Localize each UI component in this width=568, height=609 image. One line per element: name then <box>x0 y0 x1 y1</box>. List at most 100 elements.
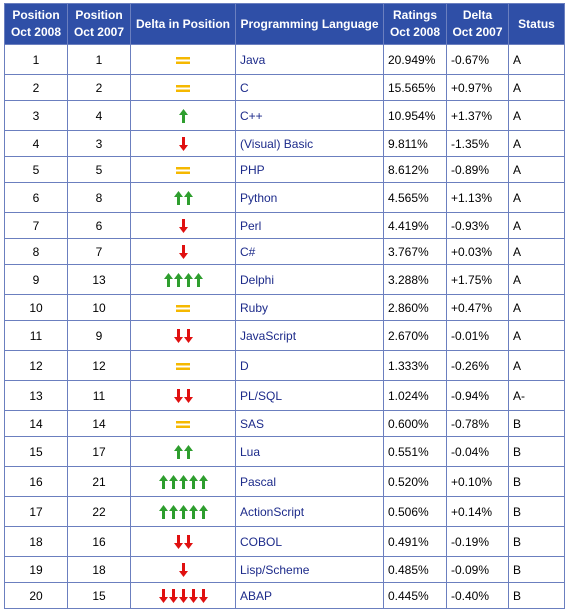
language-cell: Python <box>235 182 384 213</box>
language-link[interactable]: ABAP <box>240 588 273 603</box>
status-cell: B <box>508 526 565 557</box>
position-2007-cell: 14 <box>67 410 131 437</box>
arrow-up-icon <box>178 108 188 123</box>
delta-position-cell <box>130 74 236 101</box>
language-cell: Perl <box>235 212 384 239</box>
language-link[interactable]: Delphi <box>240 272 275 287</box>
delta-rating-cell: +0.14% <box>446 496 509 527</box>
language-link[interactable]: JavaScript <box>240 328 297 343</box>
language-cell: Ruby <box>235 294 384 321</box>
arrow-up-icon <box>158 504 168 519</box>
delta-rating-cell: -0.40% <box>446 582 509 609</box>
position-2008-cell: 20 <box>4 582 68 609</box>
arrow-up-icon <box>178 474 188 489</box>
language-link[interactable]: PL/SQL <box>240 388 283 403</box>
arrow-down-icon <box>183 534 193 549</box>
language-link[interactable]: ActionScript <box>240 504 305 519</box>
language-cell: PHP <box>235 156 384 183</box>
arrow-down-icon <box>178 136 188 151</box>
rating-cell: 3.767% <box>383 238 447 265</box>
delta-indicator <box>173 534 193 549</box>
position-2008-cell: 2 <box>4 74 68 101</box>
arrow-down-icon <box>183 328 193 343</box>
language-cell: D <box>235 350 384 381</box>
table-row: 11 9 JavaScript 2.670% -0.01% A <box>4 320 565 351</box>
delta-indicator <box>176 362 190 371</box>
status-cell: A <box>508 74 565 101</box>
delta-indicator <box>178 218 188 233</box>
position-2007-cell: 9 <box>67 320 131 351</box>
delta-position-cell <box>130 410 236 437</box>
position-2008-cell: 15 <box>4 436 68 467</box>
status-cell: B <box>508 436 565 467</box>
language-link[interactable]: C <box>240 80 249 95</box>
delta-rating-cell: -0.89% <box>446 156 509 183</box>
status-cell: A <box>508 350 565 381</box>
position-2007-cell: 15 <box>67 582 131 609</box>
language-link[interactable]: Lua <box>240 444 261 459</box>
rating-cell: 1.024% <box>383 380 447 411</box>
language-link[interactable]: Ruby <box>240 300 269 315</box>
language-cell: Java <box>235 44 384 75</box>
delta-rating-cell: +0.03% <box>446 238 509 265</box>
status-cell: B <box>508 582 565 609</box>
delta-position-cell <box>130 320 236 351</box>
language-link[interactable]: C# <box>240 244 256 259</box>
header-language: Programming Language <box>235 3 384 45</box>
language-link[interactable]: Pascal <box>240 474 277 489</box>
delta-position-cell <box>130 212 236 239</box>
header-row: Position Oct 2008 Position Oct 2007 Delta … <box>4 3 565 45</box>
delta-position-cell <box>130 436 236 467</box>
language-link[interactable]: D <box>240 358 249 373</box>
position-2007-cell: 4 <box>67 100 131 131</box>
table-row: 6 8 Python 4.565% +1.13% A <box>4 182 565 213</box>
position-2007-cell: 6 <box>67 212 131 239</box>
position-2008-cell: 6 <box>4 182 68 213</box>
position-2007-cell: 13 <box>67 264 131 295</box>
table-row: 3 4 C++ 10.954% +1.37% A <box>4 100 565 131</box>
position-2008-cell: 4 <box>4 130 68 157</box>
language-link[interactable]: C++ <box>240 108 263 123</box>
position-2008-cell: 19 <box>4 556 68 583</box>
rating-cell: 20.949% <box>383 44 447 75</box>
language-link[interactable]: Python <box>240 190 278 205</box>
delta-rating-cell: +1.75% <box>446 264 509 295</box>
language-link[interactable]: Java <box>240 52 266 67</box>
language-cell: (Visual) Basic <box>235 130 384 157</box>
rating-cell: 3.288% <box>383 264 447 295</box>
language-link[interactable]: (Visual) Basic <box>240 136 314 151</box>
language-cell: C# <box>235 238 384 265</box>
equals-icon <box>176 304 190 313</box>
delta-indicator <box>176 420 190 429</box>
language-cell: SAS <box>235 410 384 437</box>
language-link[interactable]: SAS <box>240 416 265 431</box>
status-cell: A <box>508 156 565 183</box>
table-row: 4 3 (Visual) Basic 9.811% -1.35% A <box>4 130 565 157</box>
arrow-up-icon <box>188 504 198 519</box>
position-2007-cell: 12 <box>67 350 131 381</box>
position-2008-cell: 12 <box>4 350 68 381</box>
delta-rating-cell: +0.47% <box>446 294 509 321</box>
rating-cell: 9.811% <box>383 130 447 157</box>
arrow-down-icon <box>198 588 208 603</box>
delta-indicator <box>158 588 208 603</box>
language-link[interactable]: PHP <box>240 162 265 177</box>
table-row: 17 22 ActionScript 0.506% +0.14% B <box>4 496 565 527</box>
language-link[interactable]: COBOL <box>240 534 283 549</box>
arrow-up-icon <box>198 504 208 519</box>
status-cell: B <box>508 496 565 527</box>
equals-icon <box>176 362 190 371</box>
table-row: 16 21 Pascal 0.520% +0.10% B <box>4 466 565 497</box>
rating-cell: 0.445% <box>383 582 447 609</box>
language-link[interactable]: Lisp/Scheme <box>240 562 310 577</box>
table-row: 7 6 Perl 4.419% -0.93% A <box>4 212 565 239</box>
arrow-down-icon <box>168 588 178 603</box>
delta-indicator <box>178 244 188 259</box>
arrow-up-icon <box>163 272 173 287</box>
language-link[interactable]: Perl <box>240 218 262 233</box>
status-cell: A <box>508 238 565 265</box>
delta-rating-cell: +0.10% <box>446 466 509 497</box>
table-row: 5 5 PHP 8.612% -0.89% A <box>4 156 565 183</box>
delta-rating-cell: -0.78% <box>446 410 509 437</box>
delta-rating-cell: +1.13% <box>446 182 509 213</box>
